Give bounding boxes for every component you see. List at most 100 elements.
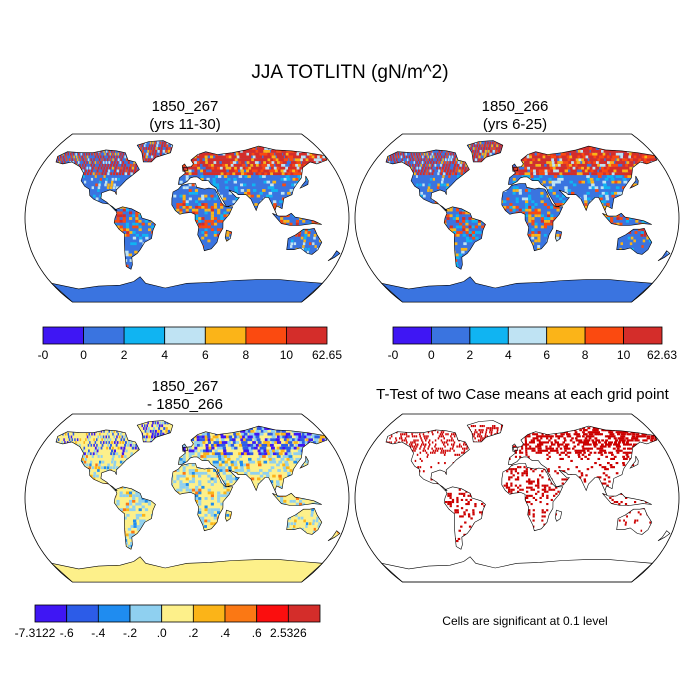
value-cell [240, 189, 245, 192]
value-cell [194, 161, 197, 164]
value-cell [216, 186, 220, 190]
value-cell [129, 217, 133, 220]
value-cell [269, 169, 273, 173]
value-cell [117, 152, 119, 156]
value-cell [415, 169, 417, 173]
value-cell [556, 172, 560, 176]
value-cell [487, 149, 490, 153]
value-cell [530, 169, 534, 173]
value-cell [232, 158, 236, 162]
value-cell [633, 183, 638, 187]
value-cell [154, 141, 157, 145]
value-cell [118, 155, 121, 159]
value-cell [145, 158, 148, 162]
value-cell [104, 183, 107, 187]
value-cell [534, 158, 538, 162]
value-cell [443, 183, 446, 187]
value-cell [551, 161, 556, 164]
value-cell [234, 186, 238, 190]
value-cell [581, 180, 585, 184]
value-cell [216, 163, 220, 167]
value-cell [111, 166, 114, 170]
value-cell [300, 158, 305, 162]
value-cell [239, 166, 244, 170]
value-cell [277, 169, 282, 173]
value-cell [423, 163, 425, 167]
value-cell [512, 189, 516, 192]
value-cell [276, 155, 282, 159]
value-cell [491, 144, 494, 148]
value-cell [432, 177, 435, 181]
value-cell [124, 264, 129, 268]
value-cell [140, 147, 142, 150]
value-cell [440, 172, 443, 176]
value-cell [93, 194, 96, 198]
value-cell [449, 208, 453, 212]
value-cell [265, 149, 271, 153]
value-cell [220, 155, 224, 159]
value-cell [447, 152, 449, 156]
value-cell [264, 158, 269, 162]
value-cell [459, 222, 463, 226]
value-cell [601, 191, 606, 195]
value-cell [586, 152, 591, 156]
value-cell [231, 155, 235, 159]
value-cell [276, 166, 281, 170]
value-cell [561, 169, 566, 173]
value-cell [640, 233, 644, 237]
value-cell [300, 236, 304, 240]
value-cell [288, 166, 293, 170]
value-cell [628, 231, 632, 234]
value-cell [442, 158, 444, 162]
value-cell [616, 169, 621, 173]
value-cell [477, 222, 482, 226]
value-cell [84, 172, 86, 176]
value-cell [414, 172, 416, 176]
value-cell [313, 158, 319, 162]
value-cell [411, 155, 413, 159]
value-cell [387, 158, 390, 162]
value-cell [420, 163, 423, 167]
value-cell [65, 155, 67, 159]
value-cell [423, 169, 426, 173]
value-cell [91, 152, 93, 156]
value-cell [412, 169, 414, 173]
value-cell [442, 175, 445, 178]
value-cell [221, 158, 225, 162]
value-cell [481, 144, 484, 148]
value-cell [273, 166, 278, 170]
value-cell [244, 155, 249, 159]
value-cell [528, 205, 532, 209]
value-cell [129, 231, 133, 234]
value-cell [531, 236, 535, 240]
value-cell [226, 208, 230, 212]
value-cell [619, 247, 622, 251]
value-cell [302, 242, 306, 246]
value-cell [289, 149, 294, 153]
value-cell [537, 231, 541, 234]
value-cell [262, 175, 266, 178]
value-cell [250, 194, 254, 198]
value-cell [113, 183, 116, 187]
value-cell [529, 158, 533, 162]
value-cell [571, 161, 575, 164]
value-cell [556, 208, 560, 212]
value-cell [634, 161, 640, 164]
value-cell [188, 166, 192, 170]
value-cell [101, 163, 104, 167]
value-cell [456, 208, 459, 212]
value-cell [275, 158, 280, 162]
panel-1-title-line2: (yrs 11-30) [149, 116, 221, 133]
value-cell [215, 183, 219, 187]
value-cell [132, 231, 136, 234]
value-cell [427, 161, 429, 164]
value-cell [263, 149, 268, 153]
value-cell [132, 163, 135, 167]
value-cell [263, 180, 268, 184]
value-cell [552, 152, 556, 156]
value-cell [518, 208, 522, 212]
value-cell [471, 231, 476, 234]
value-cell [604, 177, 609, 181]
value-cell [422, 183, 425, 187]
value-cell [515, 200, 519, 204]
